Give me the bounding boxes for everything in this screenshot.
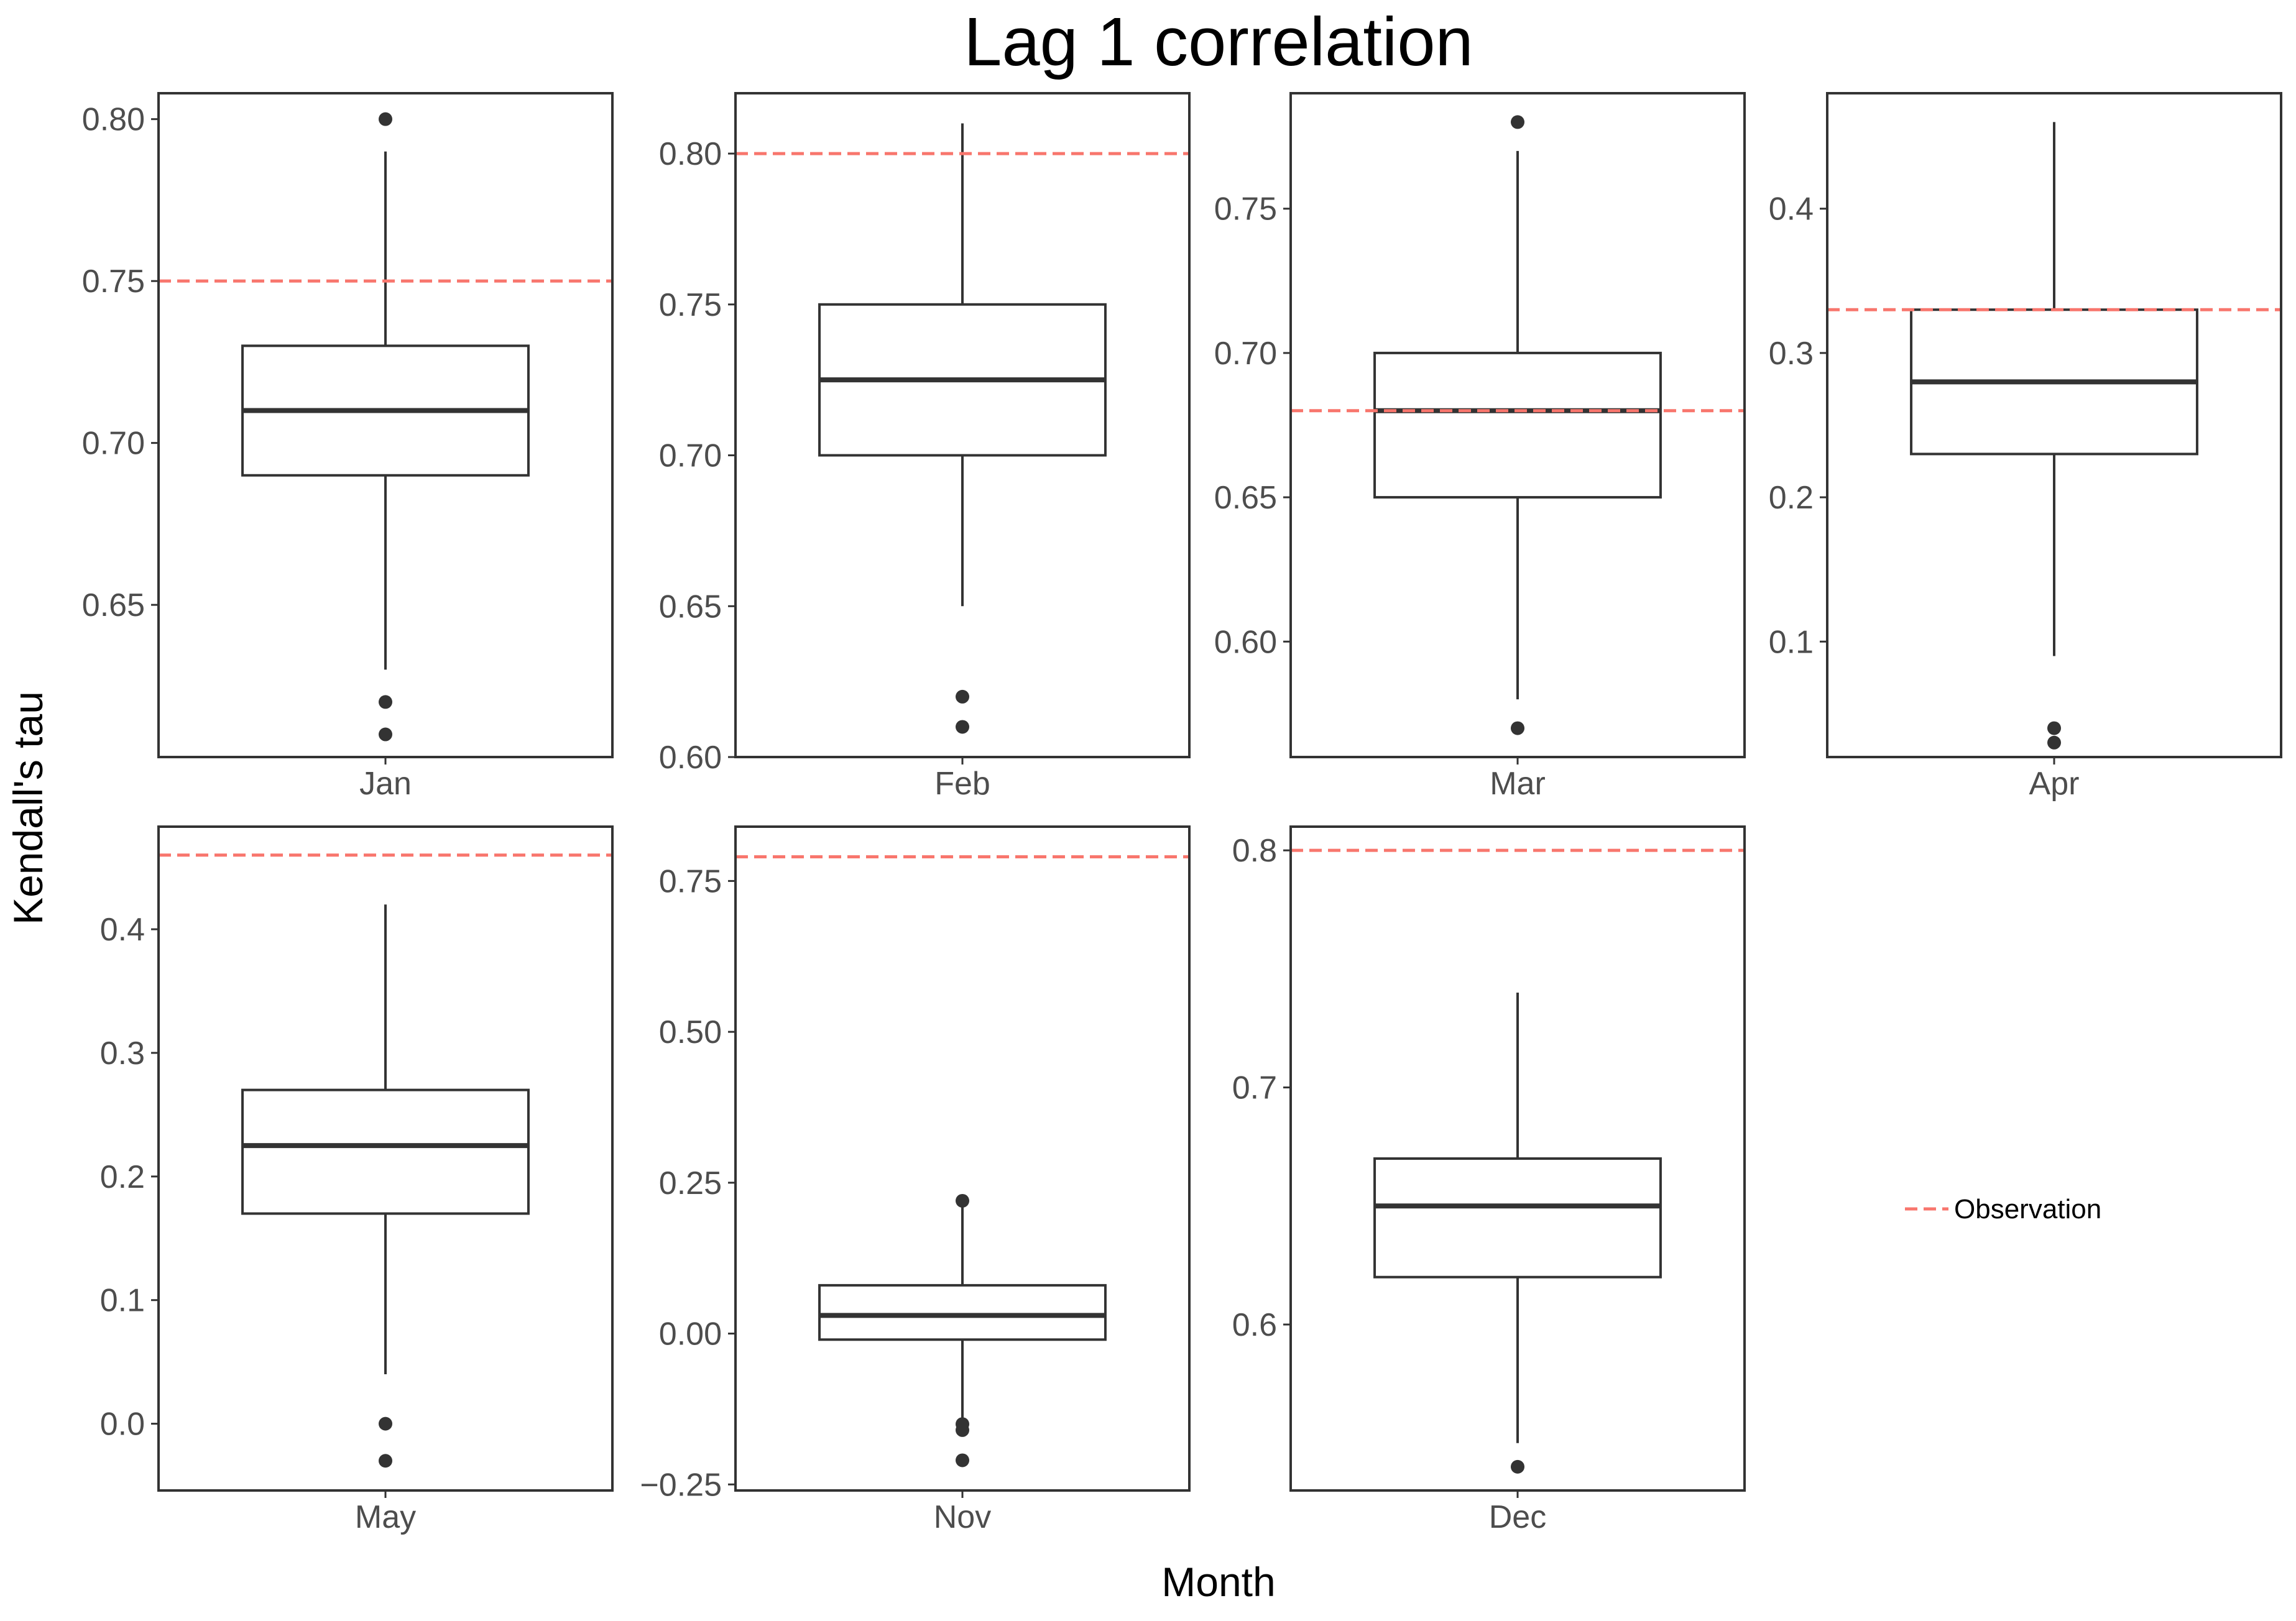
y-tick-label: 0.1 <box>100 1283 145 1319</box>
outlier-point <box>2047 721 2061 735</box>
y-tick-label: 0.3 <box>100 1036 145 1072</box>
y-tick-label: 0.50 <box>659 1014 722 1050</box>
panel-jan: 0.65 0.70 0.75 0.80 Jan <box>82 92 614 802</box>
y-axis-title: Kendall's tau <box>5 691 51 925</box>
y-tick-label: 0.2 <box>1769 480 1814 516</box>
y-tick-label: 0.80 <box>82 102 145 138</box>
outlier-point <box>379 727 392 742</box>
x-tick-label-dec: Dec <box>1489 1499 1546 1535</box>
x-tick-label-nov: Nov <box>934 1499 991 1535</box>
outlier-point <box>1511 721 1524 735</box>
y-tick-label: 0.4 <box>1769 191 1814 227</box>
outlier-point <box>956 689 969 704</box>
outlier-point <box>956 720 969 734</box>
panel-border <box>734 92 1191 758</box>
chart-title: Lag 1 correlation <box>964 4 1473 80</box>
outlier-point <box>956 1423 969 1437</box>
y-tick-label: 0.65 <box>82 587 145 623</box>
iqr-box <box>241 1088 530 1215</box>
y-tick-label: 0.7 <box>1232 1070 1277 1106</box>
panel-border <box>157 92 614 758</box>
panel-feb: 0.60 0.65 0.70 0.75 0.80 Feb <box>659 92 1191 802</box>
outlier-point <box>1511 115 1524 129</box>
iqr-box <box>818 1283 1107 1341</box>
outlier-point <box>2047 735 2061 750</box>
y-tick-label: 0.80 <box>659 136 722 172</box>
panel-border <box>157 825 614 1492</box>
panel-nov: −0.25 0.00 0.25 0.50 0.75 Nov <box>640 825 1191 1535</box>
outlier-point <box>956 1453 969 1467</box>
y-tick-label: 0.3 <box>1769 336 1814 372</box>
y-tick-label: 0.75 <box>1214 191 1277 227</box>
panel-may: 0.0 0.1 0.2 0.3 0.4 May <box>100 825 614 1535</box>
y-tick-label: 0.60 <box>659 740 722 776</box>
panel-mar: 0.60 0.65 0.70 0.75 Mar <box>1214 92 1746 802</box>
x-tick-label-jan: Jan <box>359 766 412 802</box>
legend-observation-label: Observation <box>1954 1194 2101 1224</box>
panel-border <box>1826 92 2282 758</box>
y-tick-label: 0.1 <box>1769 624 1814 660</box>
y-tick-label: 0.70 <box>1214 336 1277 372</box>
panel-apr: 0.1 0.2 0.3 0.4 Apr <box>1769 92 2282 802</box>
y-tick-label: 0.75 <box>659 287 722 323</box>
panel-border <box>1289 92 1746 758</box>
outlier-point <box>379 1417 392 1431</box>
facet-panels: 0.65 0.70 0.75 0.80 Jan 0.60 0.65 0.70 0.75 0.80 F… <box>82 92 2282 1535</box>
y-tick-label: 0.00 <box>659 1316 722 1352</box>
x-tick-label-mar: Mar <box>1490 766 1546 802</box>
outlier-point <box>379 695 392 709</box>
y-tick-label: 0.25 <box>659 1165 722 1201</box>
outlier-point <box>1511 1459 1524 1474</box>
y-tick-label: −0.25 <box>640 1467 722 1503</box>
panel-dec: 0.6 0.7 0.8 Dec <box>1232 825 1746 1535</box>
y-tick-label: 0.75 <box>82 264 145 300</box>
y-tick-label: 0.60 <box>1214 624 1277 660</box>
panel-border <box>734 825 1191 1492</box>
x-tick-label-may: May <box>355 1499 416 1535</box>
panel-border <box>1289 825 1746 1492</box>
y-tick-label: 0.65 <box>659 589 722 625</box>
iqr-box <box>1373 351 1662 499</box>
x-axis-title: Month <box>1161 1559 1275 1605</box>
y-tick-label: 0.0 <box>100 1407 145 1443</box>
iqr-box <box>1373 1157 1662 1279</box>
y-tick-label: 0.2 <box>100 1159 145 1195</box>
y-tick-label: 0.65 <box>1214 480 1277 516</box>
x-tick-label-apr: Apr <box>2029 766 2080 802</box>
y-tick-label: 0.8 <box>1232 833 1277 869</box>
y-tick-label: 0.70 <box>659 438 722 474</box>
y-tick-label: 0.6 <box>1232 1307 1277 1343</box>
outlier-point <box>956 1193 969 1208</box>
outlier-point <box>379 1454 392 1468</box>
y-tick-label: 0.70 <box>82 426 145 462</box>
y-tick-label: 0.75 <box>659 863 722 899</box>
x-tick-label-feb: Feb <box>934 766 990 802</box>
outlier-point <box>379 112 392 126</box>
y-tick-label: 0.4 <box>100 912 145 948</box>
legend: Observation <box>1905 1194 2101 1224</box>
